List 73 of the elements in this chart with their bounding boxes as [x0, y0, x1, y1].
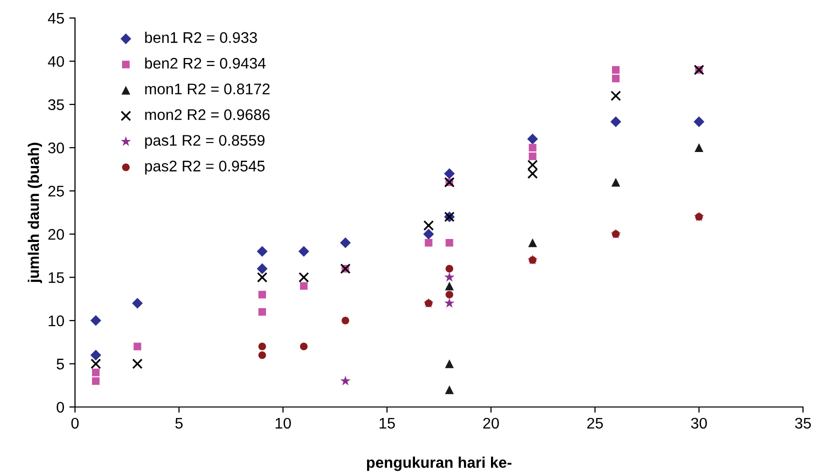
point [445, 359, 454, 368]
point [445, 282, 454, 290]
point [612, 66, 620, 74]
y-tick-label: 0 [56, 402, 64, 413]
x-tick-label: 25 [587, 418, 603, 429]
y-tick-label: 25 [48, 186, 64, 197]
point [527, 160, 538, 170]
point [132, 298, 143, 309]
point [90, 358, 102, 370]
point [256, 263, 268, 274]
point [694, 143, 704, 152]
point [256, 272, 268, 283]
point [90, 350, 102, 361]
x-tick-label: 15 [380, 418, 395, 429]
point [258, 351, 266, 359]
point [258, 308, 266, 316]
x-tick-label: 10 [276, 418, 291, 429]
y-tick-label: 35 [48, 99, 64, 110]
y-tick-label: 10 [48, 315, 64, 326]
point [694, 116, 704, 128]
point [444, 272, 455, 282]
point [92, 377, 100, 385]
point [134, 342, 142, 350]
point [256, 246, 268, 257]
x-tick-label: 5 [175, 418, 183, 429]
legend-label: pas2 R2 = 0.9545 [145, 160, 265, 174]
y-axis-title: jumlah daun (buah) [28, 142, 42, 284]
point [300, 282, 308, 290]
point [528, 238, 537, 248]
point [610, 116, 622, 128]
y-tick-label: 5 [56, 358, 64, 370]
y-tick-label: 40 [48, 56, 64, 67]
point [446, 238, 454, 247]
point [528, 152, 536, 160]
point [528, 144, 536, 152]
point [444, 298, 455, 308]
point [445, 385, 454, 394]
point [611, 178, 620, 187]
point [423, 220, 434, 231]
point [612, 74, 620, 82]
point [258, 342, 266, 350]
y-tick-label: 30 [48, 142, 64, 154]
point [446, 290, 454, 298]
y-tick-label: 20 [48, 228, 64, 240]
legend-label: mon2 R2 = 0.9686 [145, 109, 270, 120]
point [92, 368, 100, 376]
y-tick-label: 45 [48, 13, 64, 24]
x-tick-label: 30 [691, 418, 707, 429]
point [298, 246, 310, 257]
legend-label: mon1 R2 = 0.8172 [145, 84, 270, 94]
x-tick-label: 20 [483, 418, 499, 429]
legend-label: ben1 R2 = 0.933 [145, 32, 257, 43]
point [424, 238, 432, 247]
point [342, 316, 350, 324]
point [527, 134, 538, 144]
point [300, 342, 308, 350]
x-tick-label: 0 [71, 418, 79, 429]
point [610, 90, 622, 102]
x-tick-label: 35 [795, 418, 811, 429]
point [423, 228, 434, 240]
x-axis-title: pengukuran hari ke- [367, 456, 512, 471]
y-tick-label: 15 [48, 272, 64, 284]
point [258, 290, 266, 298]
point [446, 264, 454, 272]
point [90, 315, 102, 326]
legend-label: pas1 R2 = 0.8559 [145, 134, 265, 149]
point [298, 272, 310, 283]
point [527, 168, 538, 179]
point [444, 168, 455, 179]
point [132, 358, 143, 370]
point [340, 376, 351, 386]
point [340, 237, 351, 248]
legend-label: ben2 R2 = 0.9434 [145, 57, 266, 69]
